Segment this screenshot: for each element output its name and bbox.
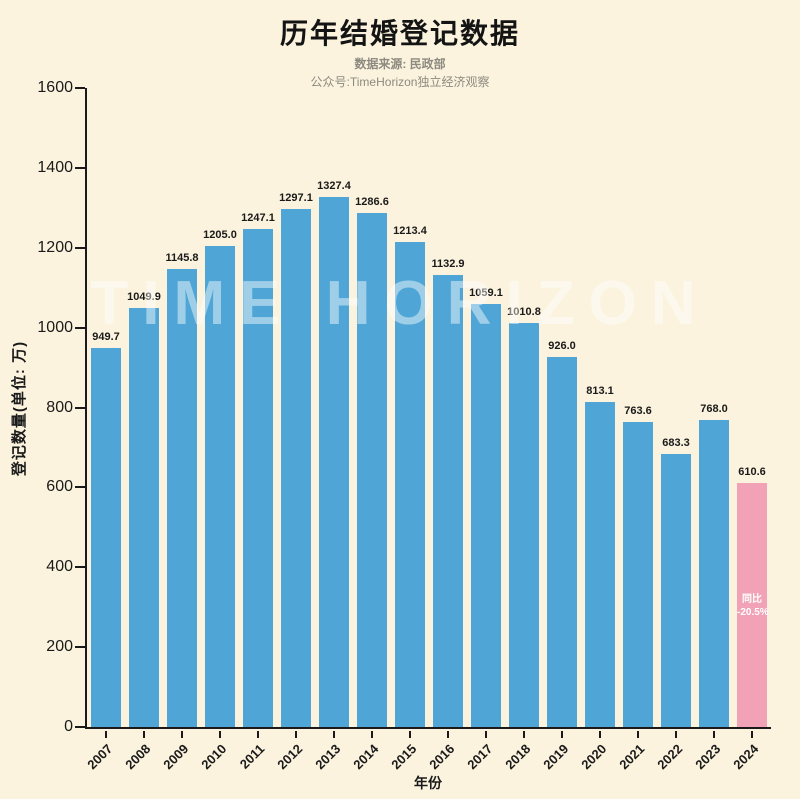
bar-2014 [357, 213, 387, 727]
y-tick-mark-0 [75, 726, 85, 728]
chart-subtitle-account: 公众号:TimeHorizon独立经济观察 [310, 75, 490, 89]
bar-value-2017: 1059.1 [469, 287, 503, 300]
bar-2024: 同比 -20.5% [737, 483, 769, 727]
y-tick-mark-1400 [75, 166, 85, 169]
bar-2012 [281, 208, 311, 727]
bar-2013 [319, 196, 349, 727]
bar-value-2018: 1010.8 [507, 306, 541, 319]
bar-2007 [91, 347, 121, 727]
y-tick-mark-1200 [75, 246, 85, 249]
y-tick-mark-1600 [75, 87, 85, 89]
bar-value-2012: 1297.1 [279, 191, 313, 204]
bar-value-2020: 813.1 [586, 385, 614, 398]
y-tick-label-800: 800 [46, 398, 73, 416]
bar-value-2008: 1049.9 [127, 290, 161, 303]
bar-value-2007: 949.7 [92, 330, 120, 343]
bar-value-2009: 1145.8 [165, 252, 199, 265]
bar-2016 [433, 274, 463, 727]
bar-2010 [205, 245, 235, 727]
yoy-annotation: 同比 -20.5% [737, 593, 769, 620]
bar-value-2010: 1205.0 [203, 228, 237, 241]
bar-2020 [585, 402, 615, 727]
bar-value-2019: 926.0 [548, 340, 576, 353]
y-tick-label-1400: 1400 [37, 158, 73, 176]
bar-2018 [509, 323, 539, 727]
y-tick-label-200: 200 [46, 638, 73, 656]
bar-2017 [471, 304, 501, 727]
x-tick-mark-2024 [751, 731, 753, 738]
y-tick-label-1600: 1600 [37, 79, 73, 96]
y-tick-label-600: 600 [46, 478, 73, 496]
chart-subtitle-source: 数据来源: 民政部 [354, 57, 446, 71]
x-tick-mark-2009 [181, 731, 183, 738]
bar-value-2015: 1213.4 [393, 225, 427, 238]
x-tick-mark-2013 [333, 731, 335, 738]
bar-value-2022: 683.3 [662, 437, 690, 450]
x-tick-mark-2023 [713, 731, 715, 738]
bar-2021 [623, 422, 653, 727]
x-tick-mark-2018 [523, 731, 525, 738]
x-tick-mark-2016 [447, 731, 449, 738]
bar-2015 [395, 242, 425, 727]
x-tick-mark-2010 [219, 731, 221, 738]
bar-value-2021: 763.6 [624, 405, 652, 418]
y-tick-label-1000: 1000 [37, 318, 73, 336]
y-tick-label-400: 400 [46, 558, 73, 576]
plot-area: 0 200 400 600 800 1000 1200 1400 1600 949.7 2007 10… [37, 79, 771, 772]
bar-value-2014: 1286.6 [355, 196, 389, 209]
x-tick-mark-2015 [409, 731, 411, 738]
x-tick-mark-2017 [485, 731, 487, 738]
bar-value-2024: 610.6 [738, 466, 766, 479]
y-tick-label-1200: 1200 [37, 238, 73, 256]
y-tick-label-0: 0 [64, 718, 73, 735]
bar-value-2023: 768.0 [700, 403, 728, 416]
y-tick-mark-200 [75, 646, 85, 649]
x-axis-label: 年份 [414, 775, 442, 791]
bar-value-2011: 1247.1 [241, 211, 275, 224]
bar-value-2016: 1132.9 [431, 257, 465, 270]
bar-2023 [699, 420, 729, 727]
x-tick-mark-2014 [371, 731, 373, 738]
x-tick-mark-2021 [637, 731, 639, 738]
x-tick-mark-2020 [599, 731, 601, 738]
x-tick-mark-2007 [105, 731, 107, 738]
bar-2022 [661, 454, 691, 727]
bar-2009 [167, 269, 197, 727]
chart-title: 历年结婚登记数据 [279, 18, 520, 49]
x-tick-mark-2012 [295, 731, 297, 738]
x-tick-mark-2022 [675, 731, 677, 738]
y-tick-mark-600 [75, 486, 85, 489]
x-tick-mark-2008 [143, 731, 145, 738]
y-tick-mark-400 [75, 566, 85, 569]
x-tick-mark-2019 [561, 731, 563, 738]
bar-2008 [129, 307, 159, 727]
bar-value-2013: 1327.4 [317, 179, 351, 192]
yoy-annotation-line: 同比 [742, 593, 762, 605]
x-tick-mark-2011 [257, 731, 259, 738]
bar-2019 [547, 357, 577, 727]
y-tick-mark-1000 [75, 326, 85, 329]
yoy-annotation-line: -20.5% [737, 607, 769, 619]
y-tick-mark-800 [75, 406, 85, 409]
bar-2011 [243, 228, 273, 727]
